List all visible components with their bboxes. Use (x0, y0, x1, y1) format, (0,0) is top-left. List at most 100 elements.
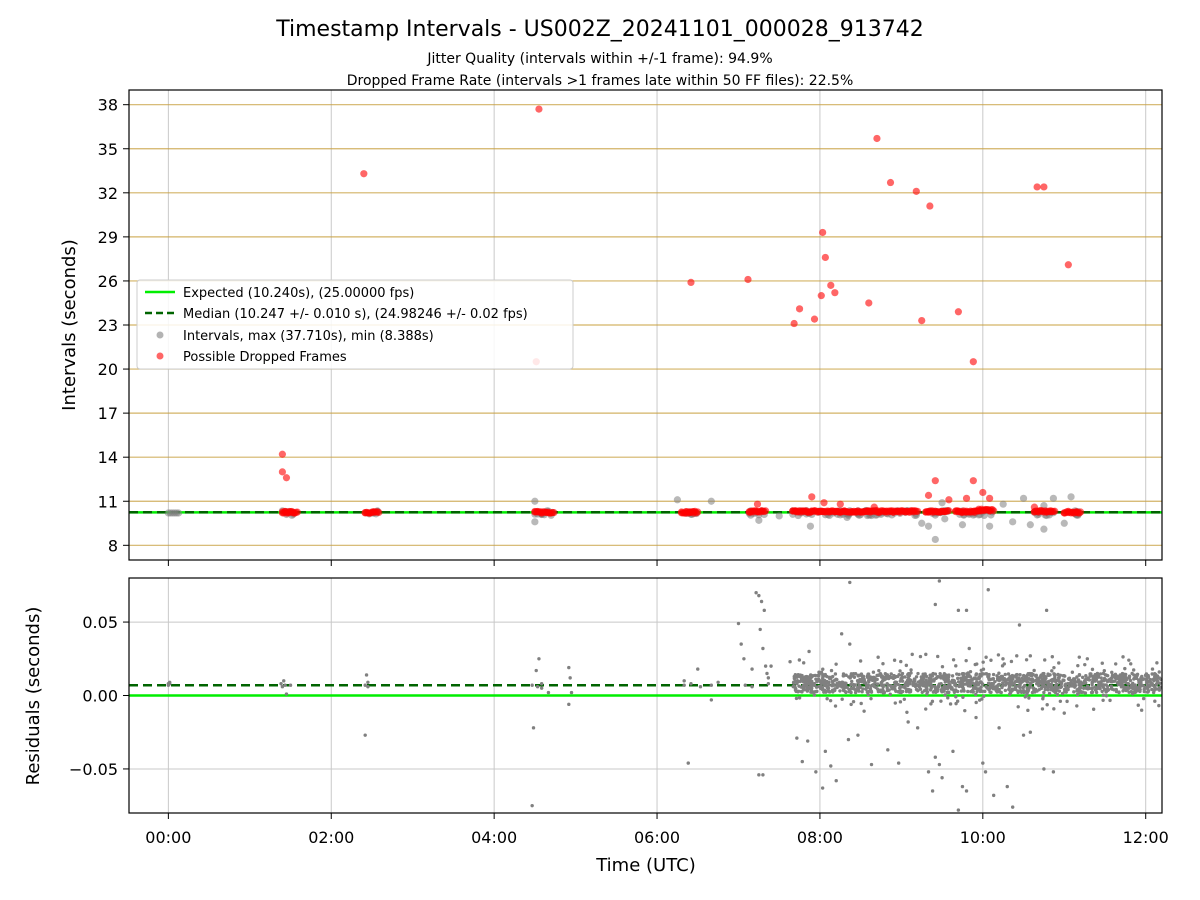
residual-point (962, 689, 965, 692)
residual-point (366, 685, 369, 688)
residual-point (744, 684, 747, 687)
residual-point (940, 776, 943, 779)
residual-point (1052, 770, 1055, 773)
residual-point (1010, 660, 1013, 663)
residual-point (877, 690, 880, 693)
residual-point (909, 668, 912, 671)
residual-point (699, 685, 702, 688)
dropped-frame-point (955, 308, 962, 315)
residual-point (1158, 670, 1161, 673)
residual-point (901, 679, 904, 682)
residual-point (757, 594, 760, 597)
y-tick-label: 38 (98, 96, 118, 115)
residual-point (954, 664, 957, 667)
residual-point (1088, 687, 1091, 690)
residual-point (984, 770, 987, 773)
dropped-frame-point (762, 507, 769, 514)
residual-point (977, 675, 980, 678)
residual-point (899, 700, 902, 703)
residual-point (1121, 655, 1124, 658)
residual-point (831, 681, 834, 684)
residual-point (761, 773, 764, 776)
residual-point (1079, 686, 1082, 689)
residual-point (924, 653, 927, 656)
dropped-frame-point (694, 508, 701, 515)
residual-point (921, 691, 924, 694)
residual-point (857, 674, 860, 677)
residual-point (968, 647, 971, 650)
interval-point (986, 523, 993, 530)
residual-point (877, 669, 880, 672)
residual-point (1131, 692, 1134, 695)
residual-point (1114, 662, 1117, 665)
legend-intervals-marker (157, 332, 164, 339)
x-tick-label: 04:00 (471, 828, 517, 847)
residual-point (983, 690, 986, 693)
residual-point (984, 656, 987, 659)
residual-point (1040, 682, 1043, 685)
residual-point (969, 670, 972, 673)
dropped-frame-point (1034, 183, 1041, 190)
residual-point (817, 671, 820, 674)
dropped-frame-point (360, 170, 367, 177)
residual-point (928, 682, 931, 685)
residual-point (1094, 679, 1097, 682)
residual-point (1032, 669, 1035, 672)
interval-point (531, 498, 538, 505)
residual-point (1134, 685, 1137, 688)
legend-expected-label: Expected (10.240s), (25.00000 fps) (183, 286, 414, 301)
residual-point (1063, 711, 1066, 714)
residual-point (757, 773, 760, 776)
dropped-frame-point (871, 504, 878, 511)
residual-point (761, 647, 764, 650)
residual-point (1115, 688, 1118, 691)
residual-point (957, 673, 960, 676)
residual-point (1130, 684, 1133, 687)
residual-point (956, 677, 959, 680)
dropped-frame-point (986, 495, 993, 502)
residual-point (934, 603, 937, 606)
residual-point (951, 674, 954, 677)
residual-point (1041, 678, 1044, 681)
residual-point (767, 676, 770, 679)
residual-point (1056, 693, 1059, 696)
dropped-frame-point (808, 493, 815, 500)
residual-point (1006, 785, 1009, 788)
residual-point (285, 692, 288, 695)
residual-point (821, 668, 824, 671)
residual-point (962, 672, 965, 675)
interval-point (1000, 501, 1007, 508)
x-tick-label: 06:00 (634, 828, 680, 847)
dropped-frame-point (791, 320, 798, 327)
interval-point (1020, 495, 1027, 502)
residual-point (850, 672, 853, 675)
interval-point (776, 512, 783, 519)
residual-point (1055, 688, 1058, 691)
residual-point (850, 680, 853, 683)
residual-point (973, 686, 976, 689)
residual-point (989, 659, 992, 662)
residual-point (1017, 677, 1020, 680)
residual-point (1004, 673, 1007, 676)
residual-point (974, 663, 977, 666)
residual-point (978, 698, 981, 701)
residual-point (804, 675, 807, 678)
dropped-frame-point (837, 501, 844, 508)
residual-point (992, 685, 995, 688)
interval-point (959, 521, 966, 528)
residual-point (831, 675, 834, 678)
residual-point (798, 696, 801, 699)
residual-point (860, 690, 863, 693)
residual-point (833, 689, 836, 692)
residual-point (905, 664, 908, 667)
residual-point (897, 673, 900, 676)
interval-point (531, 518, 538, 525)
y-tick-label: −0.05 (69, 760, 118, 779)
dropped-frame-point (913, 188, 920, 195)
residual-point (795, 736, 798, 739)
residual-point (834, 662, 837, 665)
residual-point (1086, 678, 1089, 681)
residual-point (881, 688, 884, 691)
dropped-frame-point (1040, 183, 1047, 190)
residual-point (964, 682, 967, 685)
